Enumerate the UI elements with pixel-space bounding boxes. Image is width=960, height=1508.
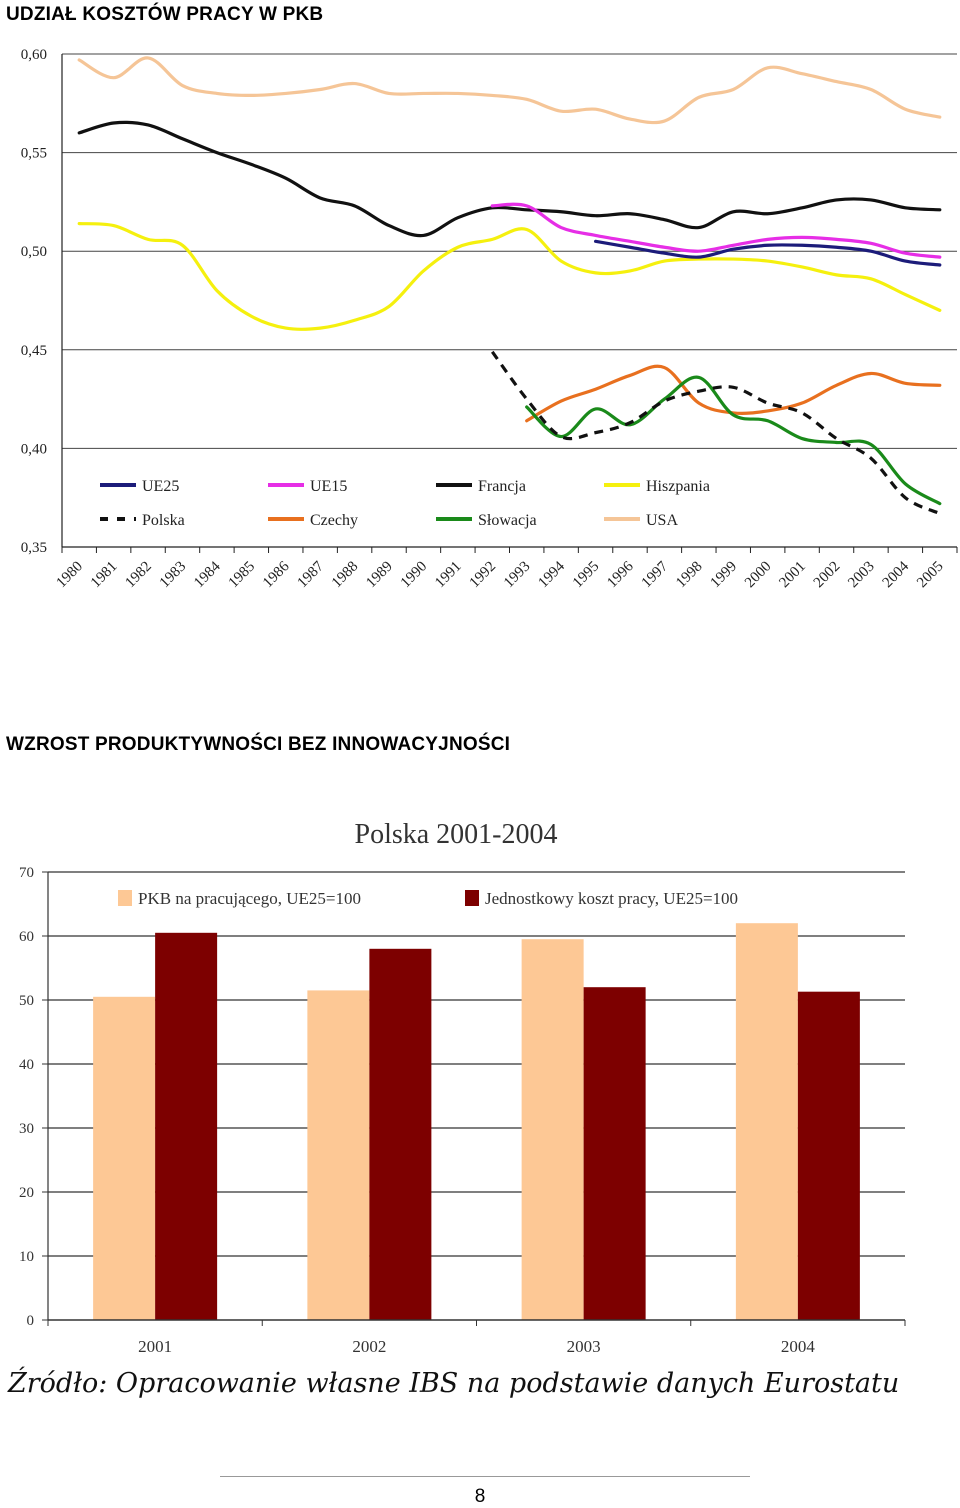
chart-axes [47,872,906,1326]
chart-axes [61,54,958,553]
legend-label: Francja [478,478,526,495]
bar-chart-title: Polska 2001-2004 [355,819,558,850]
legend-label: Słowacja [478,512,537,529]
x-tick-label: 1980 [54,559,87,592]
y-tick-label: 0,50 [21,244,47,260]
page-number: 8 [474,1486,486,1507]
y-tick-label: 0,60 [21,47,47,63]
bar-pkb-2004 [735,923,798,1320]
x-tick-label: 1988 [329,559,362,592]
x-tick-label: 2005 [914,559,947,592]
y-tick-label: 0,55 [21,146,47,162]
x-tick-label: 1993 [501,559,534,592]
line-chart-labor-share: 0,350,400,450,500,550,60 1980 1981 1982 198… [21,47,958,591]
legend-label: USA [646,512,678,529]
x-tick-label: 1989 [363,559,396,592]
chart-series-lines [77,56,942,515]
bar-pkb-2002 [307,990,370,1320]
x-axis-tick-labels: 2001 2002 2003 2004 [138,1337,815,1356]
legend-swatch [465,890,479,906]
series-line-ue25 [593,239,942,267]
series-line-usa [77,56,942,125]
series-line-słowacja [525,375,942,506]
series-line-francja [77,120,942,238]
x-tick-label: 1995 [570,559,603,592]
legend-label: Hiszpania [646,478,710,495]
y-tick-label: 0,45 [21,343,47,359]
footer-divider [220,1476,750,1477]
y-tick-label: 60 [19,929,34,945]
legend-label: Polska [142,512,185,529]
x-tick-label: 1991 [432,559,465,592]
bar-pkb-2003 [521,939,584,1320]
x-tick-label: 2001 [776,559,809,592]
section-heading-productivity: WZROST PRODUKTYWNOŚCI BEZ INNOWACYJNOŚCI [6,734,511,755]
bar-koszt-2004 [797,991,860,1320]
legend-label: PKB na pracującego, UE25=100 [138,889,361,908]
x-tick-label: 2004 [880,558,913,591]
y-tick-label: 0,35 [21,540,47,556]
series-line-hiszpania [77,221,942,331]
bar-koszt-2001 [155,932,218,1320]
y-tick-label: 30 [19,1121,34,1137]
y-axis-tick-labels: 0 10 20 30 40 50 60 70 [19,865,34,1329]
y-tick-label: 0,40 [21,441,47,457]
x-tick-label: 1981 [88,559,121,592]
section-heading-labor-cost: UDZIAŁ KOSZTÓW PRACY W PKB [6,4,324,25]
x-tick-label: 2000 [742,559,775,592]
x-tick-label: 2001 [138,1337,172,1356]
y-tick-label: 10 [19,1249,34,1265]
y-tick-label: 20 [19,1185,34,1201]
x-tick-label: 1994 [535,558,568,591]
x-tick-label: 1997 [639,558,672,591]
legend-label: Czechy [310,512,358,529]
y-tick-label: 70 [19,865,34,881]
y-tick-label: 50 [19,993,34,1009]
x-tick-label: 1992 [467,559,500,592]
x-tick-label: 2003 [845,559,878,592]
chart-legend: PKB na pracującego, UE25=100 Jednostkowy … [118,889,738,908]
legend-label: UE25 [142,478,179,495]
x-tick-label: 1982 [122,559,155,592]
x-tick-label: 2003 [567,1337,601,1356]
bar-koszt-2003 [583,987,646,1320]
y-tick-label: 40 [19,1057,34,1073]
chart-legend: UE25 UE15 Francja Hiszpania Polska Czechy Słow… [100,478,710,529]
legend-label: Jednostkowy koszt pracy, UE25=100 [485,889,738,908]
x-tick-label: 1999 [708,559,741,592]
legend-label: UE15 [310,478,347,495]
y-axis-tick-labels: 0,35 0,40 0,45 0,50 0,55 0,60 [21,47,47,556]
series-line-ue15 [490,202,942,259]
x-tick-label: 1985 [226,559,259,592]
x-tick-label: 2004 [781,1337,816,1356]
x-tick-label: 1983 [157,559,190,592]
y-tick-label: 0 [27,1313,35,1329]
legend-swatch [118,890,132,906]
x-tick-label: 1998 [673,559,706,592]
bar-koszt-2002 [369,948,432,1320]
x-tick-label: 1986 [260,558,293,591]
chart-gridlines [62,53,957,449]
chart-bars [93,923,860,1320]
x-tick-label: 2002 [811,559,844,592]
x-axis-tick-labels: 1980 1981 1982 1983 1984 1985 1986 1987 1988 1989… [54,558,947,591]
source-note: Źródło: Opracowanie własne IBS na podsta… [8,1368,900,1399]
x-tick-label: 1990 [398,559,431,592]
x-tick-label: 1984 [191,558,224,591]
x-tick-label: 1996 [604,558,637,591]
series-line-polska [490,350,941,515]
bar-pkb-2001 [93,996,156,1320]
x-tick-label: 2002 [352,1337,386,1356]
series-line-czechy [525,364,942,423]
x-tick-label: 1987 [294,558,327,591]
